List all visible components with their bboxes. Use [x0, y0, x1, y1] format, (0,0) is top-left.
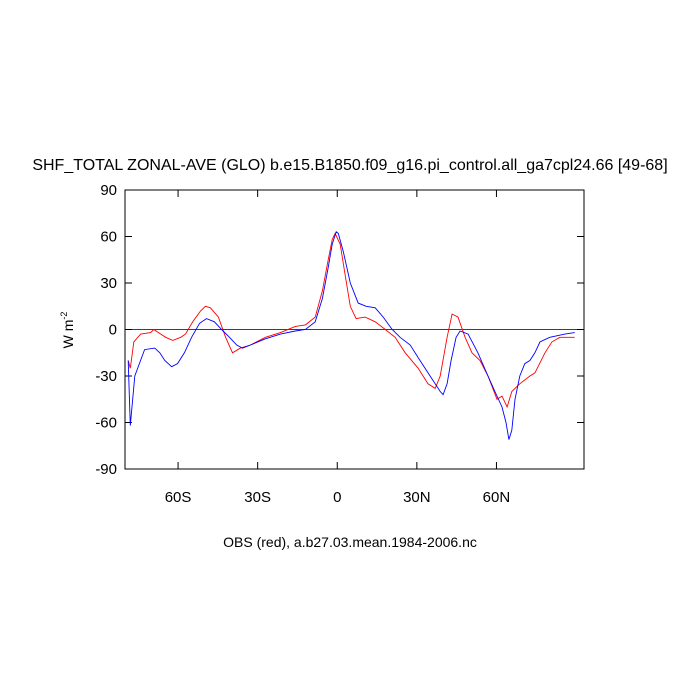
y-tick-label: -90 [95, 461, 117, 478]
x-tick-label: 60S [165, 489, 192, 506]
y-label: W m-2 [59, 312, 76, 349]
y-label-main: W m [60, 320, 76, 349]
x-tick-label: 60N [483, 489, 511, 506]
y-tick-label: -60 [95, 415, 117, 432]
y-tick-label: 90 [100, 182, 117, 199]
chart-title: SHF_TOTAL ZONAL-AVE (GLO) b.e15.B1850.f0… [32, 157, 667, 174]
y-tick-label: 0 [109, 322, 117, 339]
y-tick-label: 30 [100, 275, 117, 292]
x-tick-label: 30S [244, 489, 271, 506]
caption: OBS (red), a.b27.03.mean.1984-2006.nc [223, 534, 477, 550]
y-label-superscript: -2 [59, 312, 69, 320]
y-tick-label: 60 [100, 229, 117, 246]
plot-frame [124, 189, 585, 470]
x-tick-label: 30N [403, 489, 431, 506]
series-line [127, 232, 575, 409]
y-axis-label: W m-2 [59, 312, 76, 349]
y-tick-label: -30 [95, 368, 117, 385]
series-line [127, 231, 575, 440]
x-tick-label: 0 [333, 489, 341, 506]
